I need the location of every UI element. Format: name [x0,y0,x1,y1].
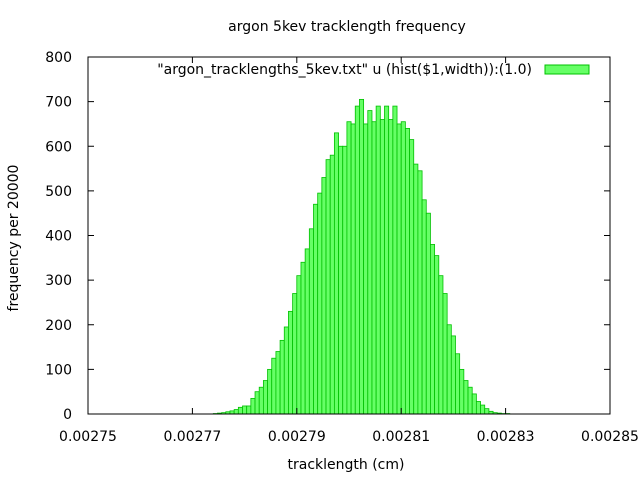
histogram-bar [354,105,360,415]
histogram-bar [467,386,473,415]
bars-group [212,98,511,415]
y-tick-label: 600 [45,139,72,155]
histogram-bar [392,105,398,415]
histogram-bar [317,192,323,415]
histogram-bar [271,357,277,415]
histogram-bar [430,244,436,415]
legend: "argon_tracklengths_5kev.txt" u (hist($1… [157,62,590,78]
histogram-bar [480,404,486,415]
histogram-bar [329,154,335,415]
histogram-bar [484,408,490,415]
histogram-bar [425,212,431,415]
histogram-bar [262,380,268,415]
y-tick-label: 100 [45,362,72,378]
histogram-bar [237,406,243,415]
histogram-bar [463,380,469,415]
histogram-bar [346,121,352,415]
histogram-bar [283,326,289,415]
legend-swatch [544,64,590,75]
y-ticks-group: 0 100 200 300 400 500 600 700 800 [45,50,610,423]
histogram-bar [442,293,448,415]
histogram-bar [292,293,298,415]
histogram-bar [384,105,390,415]
histogram-bar [254,391,260,415]
histogram-bar [267,368,273,415]
x-tick-label: 0.00283 [477,429,535,445]
histogram-bar [475,401,481,415]
y-tick-label: 500 [45,184,72,200]
histogram-bar [313,203,319,415]
histogram-bar [409,139,415,415]
histogram-bar [242,405,248,415]
x-tick-label: 0.00277 [163,429,221,445]
histogram-bar [325,159,331,415]
y-tick-label: 200 [45,318,72,334]
histogram-bar [413,163,419,415]
histogram-bar [363,123,369,415]
histogram-bar [308,228,314,415]
x-tick-label: 0.00285 [581,429,639,445]
histogram-bar [446,324,452,415]
x-tick-label: 0.00279 [268,429,326,445]
histogram-bar [379,119,385,415]
histogram-bar [304,248,310,415]
histogram-bar [371,121,377,415]
histogram-bar [417,170,423,415]
histogram-bar [396,123,402,415]
legend-label: "argon_tracklengths_5kev.txt" u (hist($1… [157,62,532,78]
x-axis-label: tracklength (cm) [288,457,405,473]
histogram-bar [300,261,306,415]
y-tick-label: 300 [45,273,72,289]
histogram-bar [421,199,427,415]
y-tick-label: 0 [63,407,72,423]
histogram-bar [233,409,239,415]
histogram-bar [250,397,256,415]
histogram-bar [296,275,302,415]
histogram-bar [438,275,444,415]
histogram-bar [450,335,456,415]
chart-title: argon 5kev tracklength frequency [228,19,466,35]
histogram-bar [459,368,465,415]
y-tick-label: 400 [45,229,72,245]
x-ticks-group: 0.00275 0.00277 0.00279 0.00281 0.00283 0.002… [59,57,639,445]
histogram-bar [404,127,410,415]
histogram-bar [321,177,327,415]
histogram-bar [388,119,394,415]
histogram-bar [258,386,264,415]
histogram-bar [288,310,294,415]
histogram-bar [333,132,339,415]
histogram-bar [471,393,477,415]
y-tick-label: 800 [45,50,72,66]
x-tick-label: 0.00281 [372,429,430,445]
histogram-bar [350,123,356,415]
histogram-bar [455,353,461,415]
histogram-bar [275,351,281,415]
histogram-bar [434,255,440,415]
histogram-bar [279,339,285,415]
histogram-bar [338,145,344,415]
histogram-bar [367,110,373,415]
histogram-bar [359,98,365,415]
y-axis-label: frequency per 20000 [6,165,22,312]
histogram-bar [375,105,381,415]
histogram-bar [400,121,406,415]
y-tick-label: 700 [45,95,72,111]
x-tick-label: 0.00275 [59,429,117,445]
histogram-bar [246,405,252,415]
histogram-bar [342,145,348,415]
